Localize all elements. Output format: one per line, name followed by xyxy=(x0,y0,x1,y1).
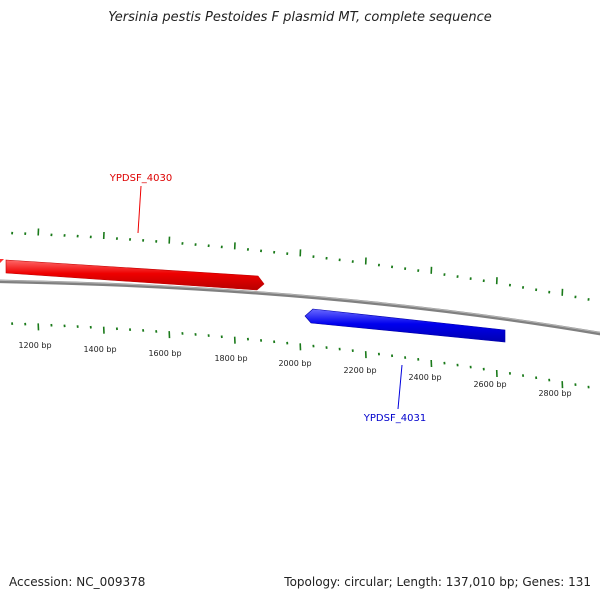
outer-tick-marks xyxy=(11,228,590,301)
topology-summary: Topology: circular; Length: 137,010 bp; … xyxy=(284,575,591,589)
scale-label-1200: 1200 bp xyxy=(18,341,51,350)
gene-label-ypdsf-4030[interactable]: YPDSF_4030 xyxy=(109,173,172,184)
scale-label-2800: 2800 bp xyxy=(538,389,571,398)
scale-label-1800: 1800 bp xyxy=(214,354,247,363)
sequence-backbone xyxy=(0,279,600,336)
gene-label-ypdsf-4031[interactable]: YPDSF_4031 xyxy=(363,413,426,424)
accession-label: Accession: NC_009378 xyxy=(9,575,146,589)
scale-label-1600: 1600 bp xyxy=(148,349,181,358)
sequence-backbone-highlight xyxy=(0,279,600,334)
map-title: Yersinia pestis Pestoides F plasmid MT, … xyxy=(108,10,492,25)
scale-label-2400: 2400 bp xyxy=(408,373,441,382)
scale-label-2200: 2200 bp xyxy=(343,366,376,375)
gene-leader-ypdsf-4031 xyxy=(397,364,403,410)
gene-arrow-ypdsf-4031[interactable] xyxy=(304,308,506,343)
gene-leader-ypdsf-4030 xyxy=(137,185,142,234)
scale-label-2000: 2000 bp xyxy=(278,359,311,368)
inner-tick-marks xyxy=(11,322,590,389)
scale-label-1400: 1400 bp xyxy=(83,345,116,354)
scale-label-2600: 2600 bp xyxy=(473,380,506,389)
gene-arrow-ypdsf-4030[interactable] xyxy=(0,259,265,291)
